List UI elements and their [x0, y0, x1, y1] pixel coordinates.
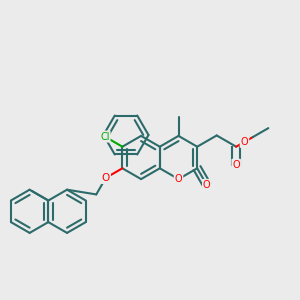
Text: O: O	[175, 174, 182, 184]
Text: O: O	[241, 137, 248, 147]
Text: O: O	[232, 160, 240, 170]
Text: O: O	[102, 173, 110, 183]
Text: Cl: Cl	[100, 132, 110, 142]
Text: O: O	[102, 173, 110, 183]
Text: O: O	[203, 180, 211, 190]
